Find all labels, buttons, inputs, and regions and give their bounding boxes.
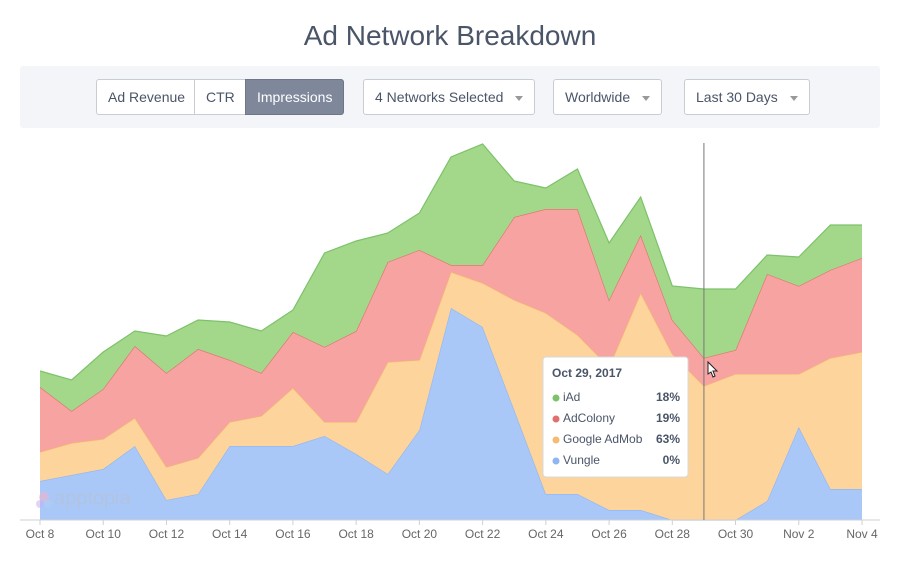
button-label: 4 Networks Selected [375, 89, 504, 105]
x-tick-label: Nov 4 [846, 527, 878, 541]
metric-button[interactable]: Ad Revenue [96, 79, 198, 115]
x-tick-label: Oct 8 [26, 527, 55, 541]
legend-label: Google AdMob [563, 432, 643, 446]
legend-dot [552, 415, 560, 423]
x-tick-label: Oct 26 [591, 527, 627, 541]
area [40, 209, 862, 467]
button-label: Last 30 Days [696, 89, 778, 105]
caret [515, 95, 524, 101]
legend-label: AdColony [563, 411, 615, 425]
watermark: apptopia [36, 487, 132, 509]
metric-button[interactable]: CTR [194, 79, 247, 115]
dropdown[interactable]: Last 30 Days [684, 79, 810, 115]
tooltip-box [542, 356, 689, 478]
x-tick-label: Oct 10 [86, 527, 122, 541]
caret [789, 95, 798, 101]
watermark-text: apptopia [54, 487, 132, 509]
watermark-icon [39, 492, 49, 502]
x-tick-label: Oct 20 [402, 527, 438, 541]
dropdown[interactable]: 4 Networks Selected [363, 79, 536, 115]
button-label: Ad Revenue [108, 89, 186, 105]
area [40, 144, 862, 411]
x-tick-label: Oct 12 [149, 527, 185, 541]
legend-dot [552, 457, 560, 465]
x-tick-label: Oct 24 [528, 527, 564, 541]
button-label: Impressions [257, 89, 333, 105]
tooltip-value: 18% [656, 390, 680, 404]
x-tick-label: Nov 2 [783, 527, 815, 541]
tooltip-value: 63% [656, 432, 680, 446]
metric-button[interactable]: Impressions [245, 79, 345, 115]
page-title: Ad Network Breakdown [303, 20, 597, 51]
area-line [39, 143, 862, 381]
button-label: Worldwide [565, 89, 631, 105]
x-tick-label: Oct 14 [212, 527, 248, 541]
legend-label: Vungle [563, 453, 600, 467]
tooltip: Oct 29, 2017 iAd 18% AdColony 19% Google AdMo… [542, 356, 689, 478]
watermark-icon [36, 500, 44, 508]
legend-label: iAd [563, 390, 580, 404]
x-tick-label: Oct 28 [655, 527, 691, 541]
watermark-icon [44, 500, 52, 508]
legend-dot [552, 436, 560, 444]
tooltip-value: 19% [656, 411, 680, 425]
area [40, 308, 862, 520]
button-label: CTR [206, 89, 235, 105]
x-tick-label: Oct 30 [718, 527, 754, 541]
tooltip-value: 0% [663, 453, 681, 467]
toolbar: Ad Revenue CTR Impressions 4 Networks Selec… [20, 66, 880, 128]
cursor [707, 360, 719, 378]
x-tick-label: Oct 16 [275, 527, 311, 541]
x-tick-label: Oct 18 [338, 527, 374, 541]
dropdown[interactable]: Worldwide [553, 79, 663, 115]
caret [642, 95, 651, 101]
tooltip-title: Oct 29, 2017 [552, 366, 622, 380]
x-tick-label: Oct 22 [465, 527, 501, 541]
legend-dot [552, 394, 560, 402]
